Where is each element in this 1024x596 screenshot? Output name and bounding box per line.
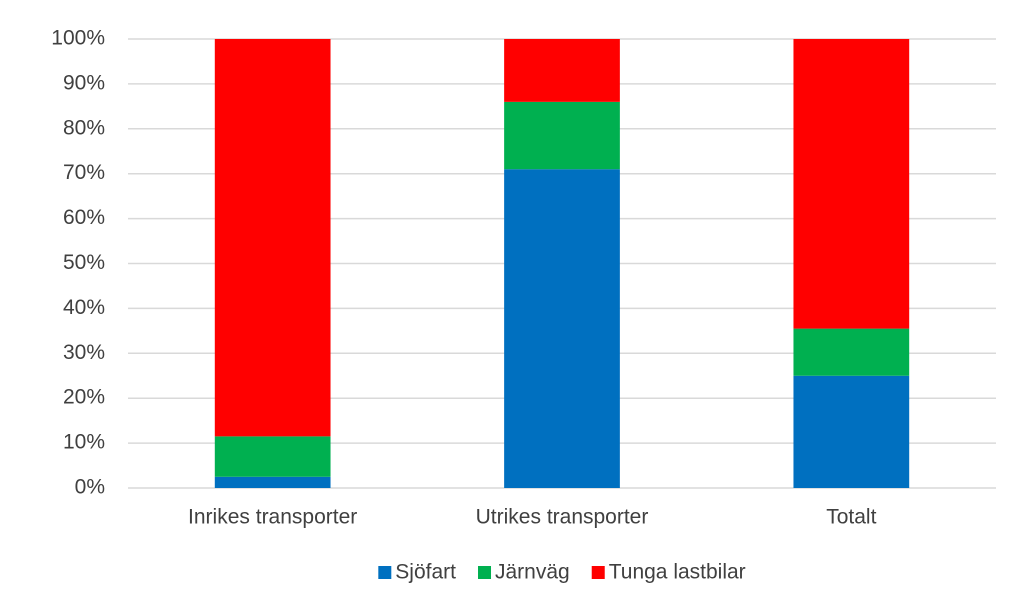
legend-label: Sjöfart: [395, 561, 456, 584]
bar-segment: [793, 39, 910, 329]
bar-segment: [214, 436, 331, 477]
y-tick-label: 30%: [63, 341, 105, 364]
y-tick-label: 80%: [63, 116, 105, 139]
legend-item: Järnväg: [478, 561, 570, 584]
legend-swatch: [478, 566, 492, 579]
bar-segment: [504, 101, 620, 170]
bar-segment: [214, 39, 331, 437]
legend-swatch: [591, 566, 605, 579]
legend: Sjöfart Järnväg Tunga lastbilar: [378, 561, 746, 584]
bar-segment: [504, 39, 620, 102]
y-tick-label: 50%: [63, 251, 105, 274]
x-tick-label: Totalt: [826, 506, 876, 529]
x-tick-label: Inrikes transporter: [188, 506, 357, 529]
y-tick-label: 90%: [63, 71, 105, 94]
labels: 0% 10% 20% 30% 40% 50% 60% 70% 80% 90% 100% Inrikes…: [51, 27, 876, 529]
y-tick-label: 10%: [63, 431, 105, 454]
bars: [214, 39, 910, 488]
y-tick-label: 60%: [63, 206, 105, 229]
legend-label: Järnväg: [495, 561, 570, 584]
x-tick-label: Utrikes transporter: [476, 506, 649, 529]
bar-segment: [793, 375, 910, 488]
y-tick-label: 0%: [75, 476, 105, 499]
y-tick-label: 20%: [63, 386, 105, 409]
y-tick-label: 70%: [63, 161, 105, 184]
legend-label: Tunga lastbilar: [609, 561, 746, 584]
y-tick-label: 40%: [63, 296, 105, 319]
legend-item: Tunga lastbilar: [591, 561, 746, 584]
bar-segment: [504, 169, 620, 488]
y-tick-label: 100%: [51, 27, 105, 50]
bar-segment: [793, 328, 910, 376]
legend-item: Sjöfart: [378, 561, 456, 584]
legend-swatch: [378, 566, 392, 579]
bar-segment: [214, 476, 331, 488]
